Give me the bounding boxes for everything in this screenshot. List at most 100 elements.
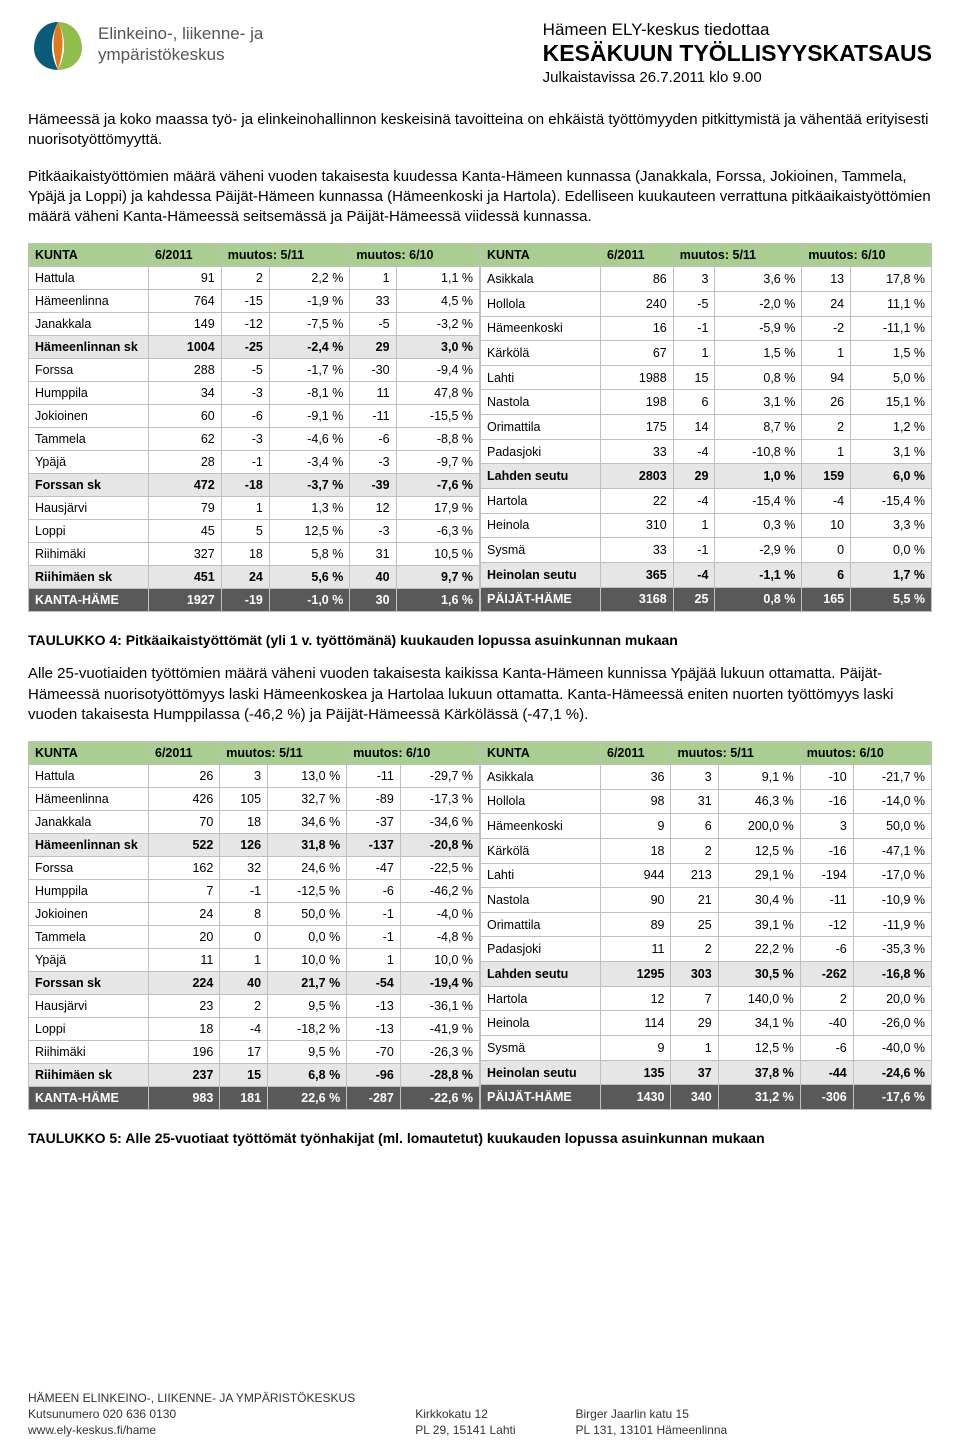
cell-value: -21,7 % [853,765,931,790]
cell-value: 33 [350,290,396,313]
footer-addr3a: Birger Jaarlin katu 15 [576,1407,689,1421]
col-change-month: muutos: 5/11 [671,742,800,765]
cell-value: -14,0 % [853,789,931,814]
col-change-year: muutos: 6/10 [802,244,932,267]
cell-value: -306 [800,1085,853,1110]
table-row: Jokioinen24850,0 %-1-4,0 % [29,903,480,926]
cell-value: 1,5 % [715,341,802,366]
table-row: Nastola19863,1 %2615,1 % [481,390,932,415]
cell-value: -11 [800,888,853,913]
cell-value: 0 [802,538,851,563]
col-change-month: muutos: 5/11 [220,742,347,765]
col-current: 6/2011 [149,244,222,267]
cell-value: -35,3 % [853,937,931,962]
cell-value: 1,7 % [851,562,932,587]
cell-value: -16 [800,838,853,863]
cell-name: Asikkala [481,267,601,292]
col-kunta: KUNTA [481,742,601,765]
cell-value: -15,4 % [715,489,802,514]
cell-value: 62 [149,428,222,451]
cell-value: -6 [800,1036,853,1061]
cell-value: 9 [601,1036,671,1061]
footer-col2: Kirkkokatu 12 PL 29, 15141 Lahti [415,1390,515,1439]
cell-value: 3 [673,267,715,292]
cell-value: 1295 [601,962,671,987]
table-row: Hollola240-5-2,0 %2411,1 % [481,291,932,316]
cell-value: 23 [149,995,220,1018]
cell-value: 30,4 % [718,888,800,913]
cell-name: Janakkala [29,313,149,336]
table-row: Orimattila892539,1 %-12-11,9 % [481,912,932,937]
cell-value: 17,9 % [396,497,479,520]
cell-value: 12,5 % [269,520,349,543]
cell-value: 18 [601,838,671,863]
table-row: Humppila7-1-12,5 %-6-46,2 % [29,880,480,903]
cell-value: -287 [347,1087,401,1110]
table-row: Loppi45512,5 %-3-6,3 % [29,520,480,543]
cell-name: PÄIJÄT-HÄME [481,587,601,612]
cell-value: -22,5 % [400,857,479,880]
logo-block: Elinkeino-, liikenne- ja ympäristökeskus [28,14,263,74]
cell-value: 6 [671,814,718,839]
table-row: Heinolan seutu365-4-1,1 %61,7 % [481,562,932,587]
cell-value: -262 [800,962,853,987]
cell-value: 25 [671,912,718,937]
footer-phone: Kutsunumero 020 636 0130 [28,1407,176,1421]
cell-value: 37,8 % [718,1060,800,1085]
cell-value: -9,7 % [396,451,479,474]
footer-col1: HÄMEEN ELINKEINO-, LIIKENNE- JA YMPÄRIST… [28,1390,355,1439]
cell-value: 70 [149,811,220,834]
cell-value: 9,5 % [268,995,347,1018]
cell-value: 12 [601,986,671,1011]
cell-value: 31,2 % [718,1085,800,1110]
table-row: Riihimäen sk451245,6 %409,7 % [29,566,480,589]
footer-addr2a: Kirkkokatu 12 [415,1407,488,1421]
title-line2: KESÄKUUN TYÖLLISYYSKATSAUS [543,40,932,67]
table-row: Heinolan seutu1353737,8 %-44-24,6 % [481,1060,932,1085]
table5-caption: TAULUKKO 5: Alle 25-vuotiaat työttömät t… [28,1130,932,1146]
cell-value: 50,0 % [268,903,347,926]
cell-value: -70 [347,1041,401,1064]
intro-para-1: Hämeessä ja koko maassa työ- ja elinkein… [28,110,932,151]
cell-value: 20,0 % [853,986,931,1011]
cell-value: 10,0 % [400,949,479,972]
cell-name: Sysmä [481,538,601,563]
cell-name: Forssan sk [29,972,149,995]
cell-value: 11 [149,949,220,972]
cell-name: Hollola [481,789,601,814]
cell-name: Orimattila [481,912,601,937]
cell-name: Hämeenkoski [481,814,601,839]
cell-value: 1 [802,439,851,464]
cell-value: 91 [149,267,222,290]
cell-name: Lahti [481,863,601,888]
title-line3: Julkaistavissa 26.7.2011 klo 9.00 [543,69,932,86]
cell-value: 94 [802,365,851,390]
cell-value: -4,0 % [400,903,479,926]
cell-value: -22,6 % [400,1087,479,1110]
cell-value: 4,5 % [396,290,479,313]
cell-value: -17,0 % [853,863,931,888]
cell-value: -1 [347,926,401,949]
cell-value: 175 [601,415,674,440]
cell-value: 6,8 % [268,1064,347,1087]
cell-name: Humppila [29,382,149,405]
cell-name: Lahti [481,365,601,390]
table-row: Hämeenlinnan sk52212631,8 %-137-20,8 % [29,834,480,857]
cell-name: Ypäjä [29,949,149,972]
cell-value: -13 [347,1018,401,1041]
cell-name: Janakkala [29,811,149,834]
col-kunta: KUNTA [481,244,601,267]
cell-value: 196 [149,1041,220,1064]
cell-value: -12 [221,313,269,336]
cell-name: Hämeenlinnan sk [29,336,149,359]
table5-left: KUNTA6/2011muutos: 5/11muutos: 6/10Hattu… [28,741,480,1110]
cell-value: 11,1 % [851,291,932,316]
cell-name: Riihimäen sk [29,1064,149,1087]
col-change-year: muutos: 6/10 [347,742,480,765]
cell-value: -4 [220,1018,268,1041]
cell-value: 165 [802,587,851,612]
cell-value: -4 [673,562,715,587]
cell-value: 2803 [601,464,674,489]
cell-name: Loppi [29,1018,149,1041]
cell-value: -89 [347,788,401,811]
